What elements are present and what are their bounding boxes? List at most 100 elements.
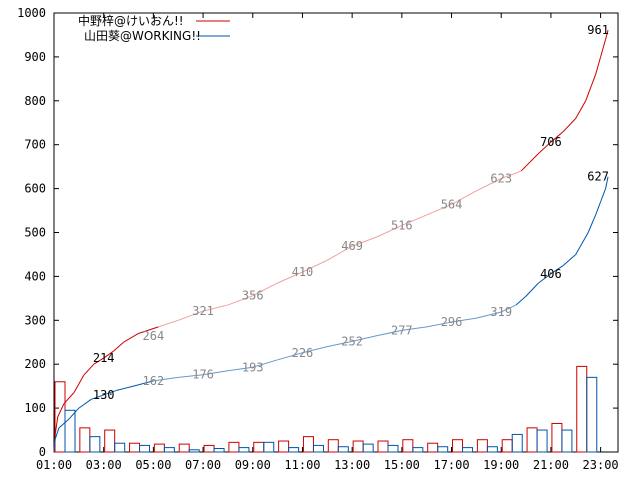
bar-1-17	[486, 446, 498, 453]
series-1-segment	[252, 359, 278, 368]
y-tick-label: 500	[24, 226, 46, 240]
series-0-segment	[595, 56, 602, 75]
series-0-segment	[575, 100, 587, 119]
bar-1-18	[511, 433, 523, 453]
y-tick-label: 200	[24, 357, 46, 371]
x-tick-label: 17:00	[433, 458, 469, 472]
series-0-segment	[550, 131, 564, 143]
series-0-value-label: 264	[143, 329, 165, 343]
series-1-value-label: 162	[143, 374, 165, 388]
series-0-segment	[103, 350, 114, 359]
series-1-segment	[525, 282, 539, 297]
y-tick-label: 600	[24, 182, 46, 196]
series-1-value-label: 319	[490, 305, 512, 319]
series-1-segment	[103, 390, 117, 396]
x-tick-label: 23:00	[583, 458, 619, 472]
series-1-segment	[575, 232, 589, 255]
bar-0-19	[526, 427, 538, 453]
y-tick-label: 400	[24, 269, 46, 283]
series-0-segment	[605, 29, 609, 40]
legend-label-0: 中野梓@けいおん!!	[78, 13, 184, 28]
series-0-value-label: 214	[93, 351, 115, 365]
series-0-segment	[73, 374, 85, 393]
series-0-segment	[585, 74, 597, 101]
bar-1-13	[387, 444, 399, 453]
series-0-segment	[562, 118, 577, 132]
y-tick-label: 0	[39, 445, 46, 459]
bar-1-2	[114, 442, 126, 453]
series-0-segment	[476, 178, 502, 192]
series-1-segment	[115, 385, 134, 392]
data-labels: 214 264 321 356 410 469 516 564 623 706 961 130 162 1…	[93, 23, 609, 402]
lines	[53, 29, 609, 453]
series-1-segment	[476, 311, 502, 319]
legend-label-1: 山田葵@WORKING!!	[84, 29, 201, 43]
x-tick-label: 01:00	[36, 458, 72, 472]
bar-0-5	[178, 443, 190, 453]
series-1-segment	[605, 176, 609, 189]
series-1-segment	[227, 366, 253, 372]
bar-0-11	[327, 439, 339, 453]
bar-1-20	[561, 429, 573, 453]
bar-0-10	[302, 436, 314, 453]
bar-1-21	[586, 376, 598, 453]
y-tick-label: 800	[24, 94, 46, 108]
series-1-value-label: 193	[242, 360, 264, 374]
x-tick-label: 05:00	[135, 458, 171, 472]
series-0-segment	[426, 203, 452, 216]
bar-0-15	[427, 442, 439, 453]
bar-0-1	[79, 427, 91, 453]
bar-1-1	[89, 436, 101, 453]
series-0-segment	[501, 170, 522, 179]
series-1-segment	[277, 352, 303, 361]
legend: 中野梓@けいおん!! 山田葵@WORKING!!	[78, 13, 230, 43]
series-0-value-label: 469	[341, 239, 363, 253]
series-0-segment	[54, 416, 59, 435]
series-1-segment	[501, 304, 517, 313]
series-1-value-label: 406	[540, 267, 562, 281]
bar-0-2	[104, 429, 116, 453]
series-0-value-label: 564	[441, 197, 463, 211]
bar-1-15	[437, 446, 449, 453]
bar-1-11	[337, 446, 349, 453]
bar-1-7	[238, 447, 250, 453]
series-0-segment	[277, 271, 303, 284]
series-1-segment	[202, 370, 228, 376]
series-1-segment	[78, 398, 92, 409]
bar-0-21	[576, 365, 588, 453]
series-0-value-label: 706	[540, 135, 562, 149]
x-tick-label: 11:00	[284, 458, 320, 472]
series-0-segment	[178, 310, 204, 321]
series-1-segment	[426, 321, 452, 328]
series-1-segment	[133, 380, 154, 387]
bar-0-7	[228, 441, 240, 453]
series-1-segment	[58, 418, 70, 429]
bar-0-18	[501, 439, 513, 453]
series-1-segment	[302, 346, 328, 354]
bar-0-6	[203, 444, 215, 453]
y-tick-label: 300	[24, 313, 46, 327]
series-1-segment	[587, 214, 597, 233]
series-0-segment	[123, 333, 139, 343]
series-1-segment	[352, 335, 378, 342]
y-tick-label: 1000	[17, 6, 46, 20]
series-0-segment	[202, 304, 229, 312]
series-1-segment	[327, 340, 353, 348]
series-1-segment	[53, 438, 56, 453]
series-0-segment	[227, 295, 253, 306]
x-tick-label: 15:00	[384, 458, 420, 472]
series-1-segment	[54, 427, 60, 439]
y-tick-label: 100	[24, 401, 46, 415]
bar-1-5	[188, 449, 200, 453]
series-0-segment	[600, 39, 607, 58]
series-1-segment	[595, 201, 602, 216]
series-0-segment	[520, 153, 539, 172]
series-0-value-label: 321	[192, 304, 214, 318]
x-tick-label: 13:00	[334, 458, 370, 472]
bar-0-16	[452, 439, 464, 453]
series-0-segment	[63, 392, 75, 405]
x-tick-label: 03:00	[86, 458, 122, 472]
bar-1-10	[312, 444, 324, 453]
series-0-segment	[538, 141, 552, 154]
bar-0-20	[551, 422, 563, 453]
